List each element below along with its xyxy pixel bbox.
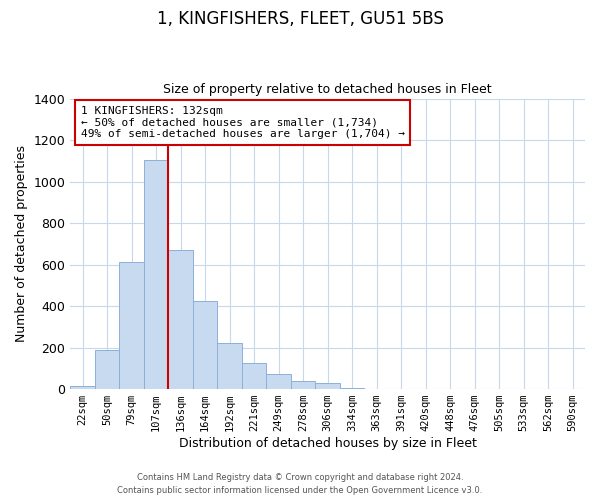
Bar — [217, 344, 242, 389]
Bar — [95, 350, 119, 389]
Text: Contains HM Land Registry data © Crown copyright and database right 2024.
Contai: Contains HM Land Registry data © Crown c… — [118, 474, 482, 495]
Bar — [291, 381, 316, 389]
Bar — [144, 160, 169, 389]
Bar — [193, 301, 217, 389]
Bar — [266, 374, 291, 389]
Bar — [316, 384, 340, 389]
Text: 1, KINGFISHERS, FLEET, GU51 5BS: 1, KINGFISHERS, FLEET, GU51 5BS — [157, 10, 443, 28]
X-axis label: Distribution of detached houses by size in Fleet: Distribution of detached houses by size … — [179, 437, 476, 450]
Bar — [242, 363, 266, 389]
Y-axis label: Number of detached properties: Number of detached properties — [15, 146, 28, 342]
Bar — [119, 262, 144, 389]
Text: 1 KINGFISHERS: 132sqm
← 50% of detached houses are smaller (1,734)
49% of semi-d: 1 KINGFISHERS: 132sqm ← 50% of detached … — [80, 106, 404, 139]
Bar — [340, 388, 364, 389]
Title: Size of property relative to detached houses in Fleet: Size of property relative to detached ho… — [163, 83, 492, 96]
Bar — [70, 386, 95, 389]
Bar — [169, 250, 193, 389]
